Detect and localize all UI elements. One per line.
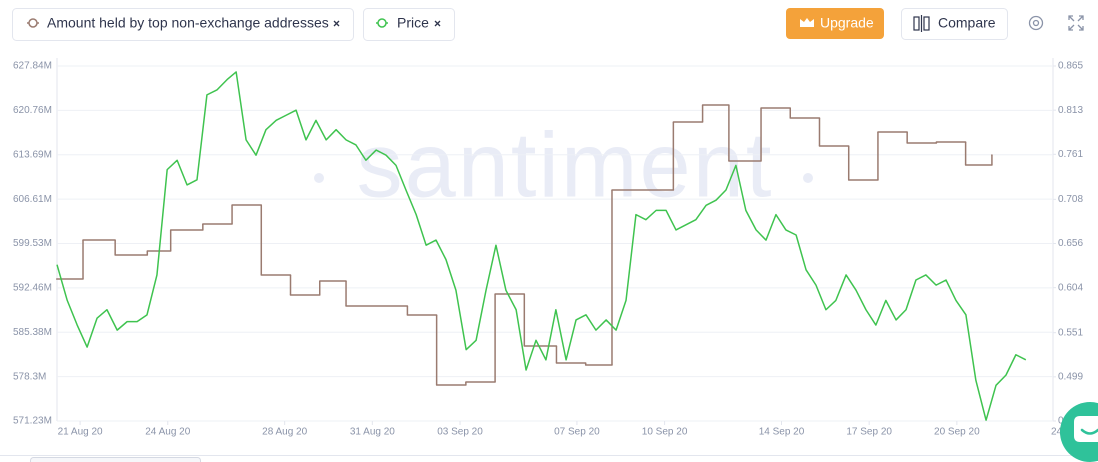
line-series (56, 71, 1027, 421)
y2-tick-label: 0.656 (1058, 238, 1083, 249)
y-tick-label: 606.61M (13, 194, 52, 205)
chip-close[interactable] (434, 20, 441, 27)
plot: 571.23M 578.3M 585.38M 592.46M 599.53M 606.61… (13, 58, 1097, 438)
chip-box (363, 8, 455, 41)
chat-icon (1074, 416, 1098, 442)
fullscreen-icon[interactable] (1068, 15, 1084, 31)
x-tick-label: 17 Sep 20 (846, 427, 892, 438)
watermark-dot (803, 173, 813, 183)
x-tick-label: 31 Aug 20 (350, 427, 395, 438)
compare-icon (913, 15, 930, 32)
x-tick-label: 20 Sep 20 (934, 427, 980, 438)
compare-button[interactable]: Compare (901, 8, 1008, 40)
legend-chip[interactable]: Amount held by top non-exchange addresse… (12, 8, 354, 41)
y-tick-label: 592.46M (13, 283, 52, 294)
navigator (0, 455, 1098, 462)
settings-icon[interactable] (1028, 15, 1044, 31)
y-tick-label: 571.23M (13, 416, 52, 427)
x-tick-label: 03 Sep 20 (437, 427, 483, 438)
legend-label: Amount held by top non-exchange addresse… (47, 15, 329, 31)
crown-icon (800, 18, 814, 27)
chip-close[interactable] (333, 20, 340, 27)
y2-tick-label: 0.708 (1058, 194, 1083, 205)
y2-tick-label: 0.761 (1058, 149, 1083, 160)
button-label: Compare (938, 15, 996, 31)
x-tick-label: 14 Sep 20 (759, 427, 805, 438)
upgrade-button[interactable]: Upgrade (786, 8, 884, 39)
chat-widget[interactable] (1060, 402, 1098, 462)
chip-icon (377, 18, 387, 28)
x-tick-label: 21 Aug 20 (58, 427, 103, 438)
y-tick-label: 585.38M (13, 327, 52, 338)
chat-smile (1080, 428, 1098, 435)
chip-box (12, 8, 354, 41)
y2-tick-label: 0.813 (1058, 105, 1083, 116)
button-bg (901, 8, 1008, 40)
y2-tick-label: 0.865 (1058, 61, 1083, 72)
y-tick-label: 578.3M (13, 371, 46, 382)
button-label: Upgrade (820, 15, 874, 31)
legend-label: Price (397, 15, 429, 31)
watermark-dot (314, 173, 324, 183)
y-tick-label: 627.84M (13, 61, 52, 72)
x-tick-label: 24 Aug 20 (145, 427, 190, 438)
button-bg (786, 8, 884, 39)
y-tick-label: 599.53M (13, 238, 52, 249)
y-tick-label: 613.69M (13, 149, 52, 160)
y2-tick-label: 0.551 (1058, 327, 1083, 338)
x-tick-label: 10 Sep 20 (642, 427, 688, 438)
watermark: santiment (357, 114, 774, 216)
x-tick-label: 07 Sep 20 (554, 427, 600, 438)
legend-chip[interactable]: Price (363, 8, 455, 41)
chip-icon (28, 18, 38, 28)
navigator-window[interactable] (30, 457, 201, 462)
background-layer: santiment (314, 114, 813, 216)
y2-tick-label: 0.499 (1058, 371, 1083, 382)
y2-tick-label: 0.604 (1058, 282, 1083, 293)
x-tick-label: 28 Aug 20 (262, 427, 307, 438)
y-tick-label: 620.76M (13, 105, 52, 116)
